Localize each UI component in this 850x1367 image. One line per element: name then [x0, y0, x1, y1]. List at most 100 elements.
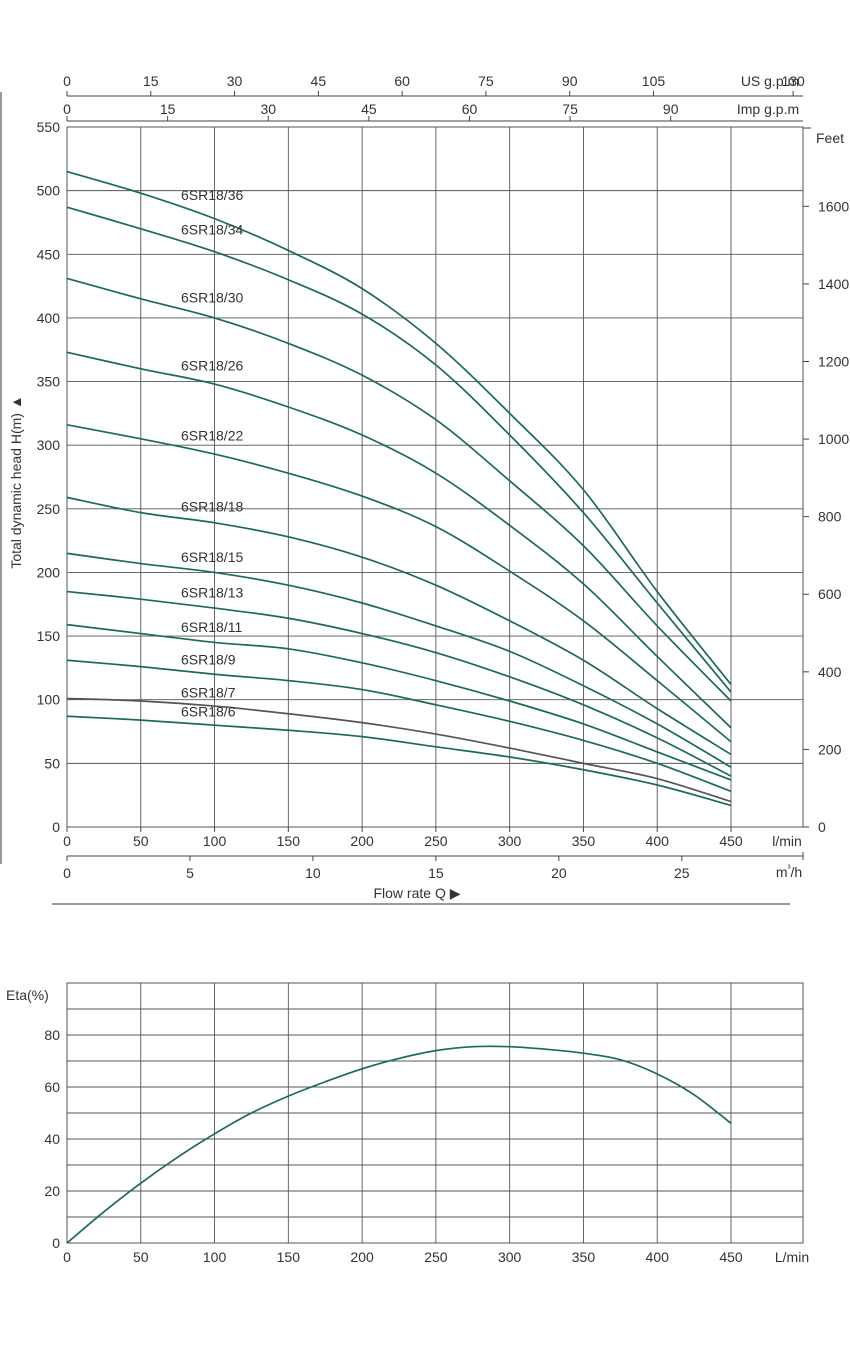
- eta-x-tick-label: 300: [498, 1249, 522, 1265]
- efficiency-curve-chart: 0 20 40 60 80 Eta(%) 0 50 100 150 200 250 300 350 400 4…: [6, 982, 809, 1265]
- imp-gpm-unit-label: Imp g.p.m: [737, 101, 799, 117]
- head-curve-label: 6SR18/7: [181, 685, 236, 701]
- head-y-tick-label: 150: [37, 628, 61, 644]
- m3h-tick-label: 5: [186, 865, 194, 881]
- feet-tick-label: 400: [818, 664, 842, 680]
- eta-x-tick-label: 0: [63, 1249, 71, 1265]
- us-gpm-tick-label: 90: [562, 73, 578, 89]
- head-x-unit-label: l/min: [772, 833, 802, 849]
- us-gpm-tick-label: 15: [143, 73, 159, 89]
- head-x-tick-label: 400: [646, 833, 670, 849]
- feet-unit-label: Feet: [816, 130, 844, 146]
- eta-x-tick-label: 100: [203, 1249, 227, 1265]
- feet-tick-label: 200: [818, 741, 842, 757]
- eta-x-tick-label: 250: [424, 1249, 448, 1265]
- us-gpm-tick-label: 30: [227, 73, 243, 89]
- m3h-tick-label: 15: [428, 865, 444, 881]
- eta-y-tick-label: 60: [44, 1079, 60, 1095]
- feet-tick-label: 1000: [818, 431, 849, 447]
- imp-gpm-tick-label: 30: [260, 101, 276, 117]
- eta-y-axis-label: Eta(%): [6, 987, 49, 1003]
- m3h-tick-label: 0: [63, 865, 71, 881]
- head-curve-label: 6SR18/13: [181, 585, 243, 601]
- head-curve-6sr18-7: [66, 697, 732, 803]
- head-curve-6sr18-9: [66, 659, 732, 793]
- head-y-tick-label: 100: [37, 692, 61, 708]
- eta-y-tick-label: 20: [44, 1183, 60, 1199]
- eta-x-tick-label: 50: [133, 1249, 149, 1265]
- head-curve-label: 6SR18/30: [181, 289, 243, 305]
- us-gpm-unit-label: US g.p.m: [741, 73, 799, 89]
- imp-gpm-tick-label: 60: [462, 101, 478, 117]
- eta-x-tick-label: 200: [350, 1249, 374, 1265]
- head-x-tick-label: 300: [498, 833, 522, 849]
- head-y-tick-label: 300: [37, 437, 61, 453]
- head-curve-6sr18-36: [66, 170, 732, 685]
- us-gpm-tick-label: 0: [63, 73, 71, 89]
- head-y-tick-label: 550: [37, 119, 61, 135]
- eta-x-tick-label: 400: [646, 1249, 670, 1265]
- feet-tick-label: 1200: [818, 353, 849, 369]
- head-x-tick-label: 50: [133, 833, 149, 849]
- eta-x-tick-label: 450: [719, 1249, 743, 1265]
- head-curve-label: 6SR18/26: [181, 357, 243, 373]
- head-curve-6sr18-11: [66, 623, 732, 781]
- feet-tick-label: 0: [818, 819, 826, 835]
- head-curve-6sr18-13: [66, 590, 732, 777]
- head-curve-label: 6SR18/6: [181, 704, 236, 720]
- m3h-tick-label: 10: [305, 865, 321, 881]
- head-x-tick-label: 200: [350, 833, 374, 849]
- m3h-tick-label: 25: [674, 865, 690, 881]
- eta-y-tick-label: 40: [44, 1131, 60, 1147]
- head-y-axis-label: Total dynamic head H(m) ▲: [8, 395, 24, 568]
- feet-tick-label: 600: [818, 586, 842, 602]
- head-x-tick-label: 150: [277, 833, 301, 849]
- feet-tick-label: 800: [818, 509, 842, 525]
- head-curve-6sr18-34: [66, 206, 732, 693]
- feet-tick-label: 1600: [818, 198, 849, 214]
- head-x-tick-label: 250: [424, 833, 448, 849]
- head-y-tick-label: 200: [37, 564, 61, 580]
- feet-tick-label: 1400: [818, 276, 849, 292]
- us-gpm-tick-label: 45: [311, 73, 327, 89]
- imp-gpm-tick-label: 75: [562, 101, 578, 117]
- head-curve-label: 6SR18/18: [181, 499, 243, 515]
- head-x-tick-label: 100: [203, 833, 227, 849]
- head-curve-6sr18-26: [66, 351, 732, 729]
- imp-gpm-tick-label: 15: [160, 101, 176, 117]
- imp-gpm-tick-label: 0: [63, 101, 71, 117]
- head-curve-label: 6SR18/22: [181, 427, 243, 443]
- head-curve-6sr18-22: [66, 423, 732, 743]
- m3h-tick-label: 20: [551, 865, 567, 881]
- head-y-tick-label: 400: [37, 310, 61, 326]
- head-y-tick-label: 350: [37, 374, 61, 390]
- us-gpm-tick-label: 105: [642, 73, 666, 89]
- head-y-tick-label: 50: [44, 755, 60, 771]
- head-y-tick-label: 0: [52, 819, 60, 835]
- head-curve-6sr18-15: [66, 552, 732, 768]
- head-y-tick-label: 450: [37, 246, 61, 262]
- eta-x-unit-label: L/min: [775, 1249, 809, 1265]
- head-curve-label: 6SR18/15: [181, 549, 243, 565]
- us-gpm-tick-label: 75: [478, 73, 494, 89]
- eta-x-tick-label: 150: [277, 1249, 301, 1265]
- m3h-unit-label: m³/h: [776, 863, 802, 880]
- eta-y-tick-label: 0: [52, 1235, 60, 1251]
- head-x-axis-label: Flow rate Q ▶: [373, 885, 460, 901]
- head-x-tick-label: 450: [719, 833, 743, 849]
- head-curve-6sr18-18: [66, 496, 732, 756]
- eta-y-tick-label: 80: [44, 1027, 60, 1043]
- head-curve-label: 6SR18/36: [181, 187, 243, 203]
- head-y-tick-label: 500: [37, 183, 61, 199]
- imp-gpm-tick-label: 90: [663, 101, 679, 117]
- imp-gpm-tick-label: 45: [361, 101, 377, 117]
- head-curve-label: 6SR18/34: [181, 221, 243, 237]
- head-curve-6sr18-6: [66, 715, 732, 807]
- eta-x-tick-label: 350: [572, 1249, 596, 1265]
- head-x-tick-label: 350: [572, 833, 596, 849]
- head-curve-label: 6SR18/11: [181, 619, 242, 635]
- head-plot-frame: [66, 126, 804, 828]
- eta-plot-frame: [66, 982, 804, 1244]
- head-curve-label: 6SR18/9: [181, 651, 236, 667]
